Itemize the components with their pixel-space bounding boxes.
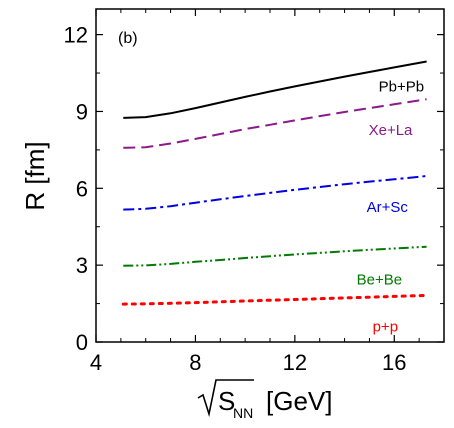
tick-labels-layer: 4 8 12 16 0 3 6 9 12 <box>64 23 407 375</box>
series-labels-layer: Pb+Pb Xe+La Ar+Sc Be+Be p+p <box>357 79 424 336</box>
series-line <box>123 175 427 211</box>
x-tick-label: 16 <box>382 350 406 375</box>
x-tick-label: 4 <box>90 350 102 375</box>
panel-label: (b) <box>118 30 138 47</box>
x-axis-label-unit: [GeV] <box>266 386 332 416</box>
series-label: Be+Be <box>357 272 402 289</box>
x-axis-label: S NN [GeV] <box>197 379 332 421</box>
series-label: Ar+Sc <box>367 199 409 216</box>
x-tick-label: 12 <box>283 350 307 375</box>
series-line <box>121 293 429 306</box>
series-label: Pb+Pb <box>379 79 424 96</box>
series-label: Xe+La <box>369 122 413 139</box>
series-line <box>123 98 427 149</box>
y-tick-label: 0 <box>76 330 88 355</box>
x-axis-label-subscript: NN <box>233 405 253 421</box>
x-tick-label: 8 <box>189 350 201 375</box>
sqrt-symbol <box>197 379 254 418</box>
series-label: p+p <box>373 318 398 335</box>
y-tick-label: 6 <box>76 176 88 201</box>
plot-frame <box>95 8 445 343</box>
ticks-layer <box>95 9 445 343</box>
series-line <box>123 245 427 267</box>
y-tick-label: 12 <box>64 23 88 48</box>
y-tick-label: 9 <box>76 99 88 124</box>
series-line <box>123 60 427 119</box>
x-axis-label-main: S <box>218 386 235 416</box>
y-tick-label: 3 <box>76 253 88 278</box>
curves-layer <box>121 60 429 306</box>
y-axis-label: R [fm] <box>20 141 50 210</box>
